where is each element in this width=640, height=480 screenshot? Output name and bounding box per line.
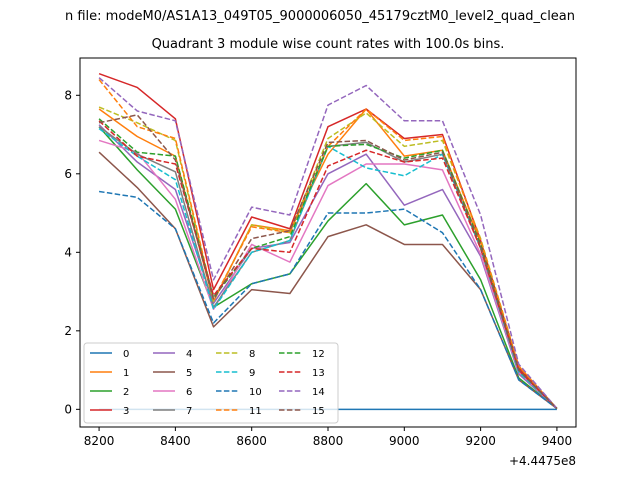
legend-label-14: 14 [312, 387, 325, 398]
legend-label-10: 10 [249, 387, 262, 398]
y-tick-label: 0 [64, 402, 72, 416]
legend-label-4: 4 [186, 349, 192, 360]
x-tick-label: 8800 [313, 434, 344, 448]
y-tick-label: 2 [64, 324, 72, 338]
x-tick-label: 9200 [465, 434, 496, 448]
series-line-13 [98, 120, 558, 410]
legend-label-6: 6 [186, 387, 192, 398]
figure-suptitle: n file: modeM0/AS1A13_049T05_9000006050_… [65, 9, 575, 24]
x-axis-offset-label: +4.4475e8 [509, 454, 576, 468]
legend-label-2: 2 [123, 387, 129, 398]
legend-label-1: 1 [123, 368, 129, 379]
x-axis: 8200 8400 8600 8800 9000 9200 9400 [84, 427, 572, 448]
x-tick-label: 8200 [84, 434, 115, 448]
chart-title: Quadrant 3 module wise count rates with … [152, 37, 505, 52]
y-axis: 0 2 4 6 8 [64, 88, 80, 416]
series-layer [98, 72, 558, 411]
series-line-14 [98, 77, 558, 410]
legend-label-12: 12 [312, 349, 325, 360]
legend-label-13: 13 [312, 368, 325, 379]
series-line-6 [98, 139, 558, 410]
series-line-3 [98, 72, 558, 410]
legend-label-11: 11 [249, 406, 262, 417]
y-tick-label: 4 [64, 245, 72, 259]
x-tick-label: 9000 [389, 434, 420, 448]
x-tick-label: 9400 [542, 434, 573, 448]
series-line-15 [98, 114, 558, 410]
series-line-10 [98, 190, 558, 410]
y-tick-label: 6 [64, 167, 72, 181]
legend-label-15: 15 [312, 406, 325, 417]
y-tick-label: 8 [64, 88, 72, 102]
legend-box [83, 342, 339, 424]
legend-label-9: 9 [249, 368, 255, 379]
legend-label-7: 7 [186, 406, 192, 417]
legend-label-3: 3 [123, 406, 129, 417]
x-tick-label: 8400 [160, 434, 191, 448]
x-tick-label: 8600 [236, 434, 267, 448]
series-line-12 [98, 118, 558, 410]
series-line-2 [98, 126, 558, 410]
legend-label-8: 8 [249, 349, 255, 360]
legend-label-5: 5 [186, 368, 192, 379]
legend-label-0: 0 [123, 349, 129, 360]
